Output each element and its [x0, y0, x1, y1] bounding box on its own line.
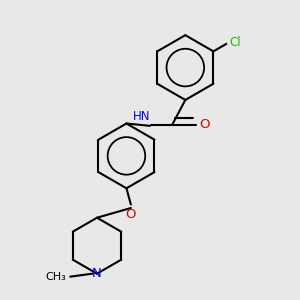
Text: O: O: [126, 208, 136, 221]
Text: CH₃: CH₃: [45, 272, 66, 282]
Text: Cl: Cl: [230, 36, 241, 49]
Text: HN: HN: [133, 110, 150, 124]
Text: O: O: [200, 118, 210, 131]
Text: N: N: [92, 267, 102, 280]
